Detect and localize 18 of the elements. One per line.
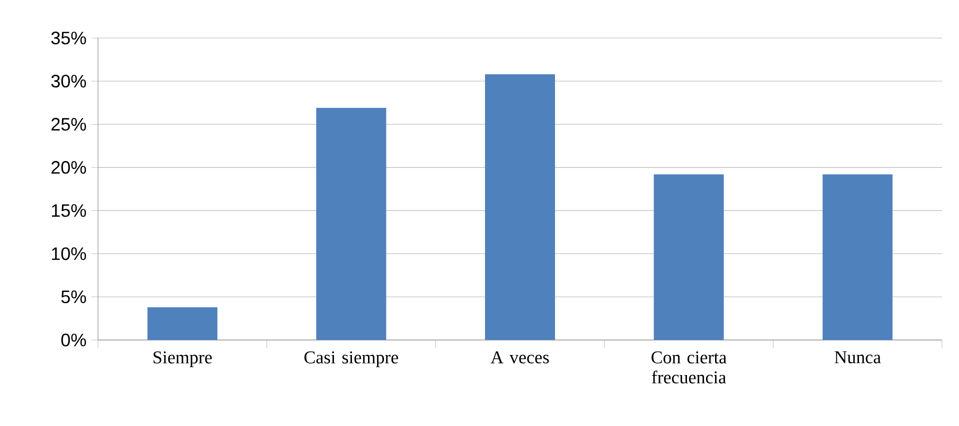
x-tick-label: Siempre xyxy=(154,351,212,368)
x-tick-label: A veces xyxy=(490,351,549,364)
x-tick-label: Nunca xyxy=(834,351,881,364)
y-tick-label: 0% xyxy=(61,334,86,346)
bar xyxy=(147,307,218,340)
bar xyxy=(654,174,724,340)
bar xyxy=(485,74,556,340)
y-tick-label: 25% xyxy=(52,118,86,131)
x-tick-label: Casi siempre xyxy=(304,351,398,368)
y-tick-label: 10% xyxy=(52,247,86,260)
y-tick-label: 30% xyxy=(51,74,86,88)
x-tick-label: Con cierta frecuencia xyxy=(652,351,727,384)
bar xyxy=(822,174,893,340)
y-tick-label: 20% xyxy=(52,161,86,174)
bar xyxy=(316,108,386,340)
y-tick-label: 35% xyxy=(51,32,86,44)
y-tick-label: 15% xyxy=(52,204,86,217)
y-tick-label: 5% xyxy=(61,290,86,304)
